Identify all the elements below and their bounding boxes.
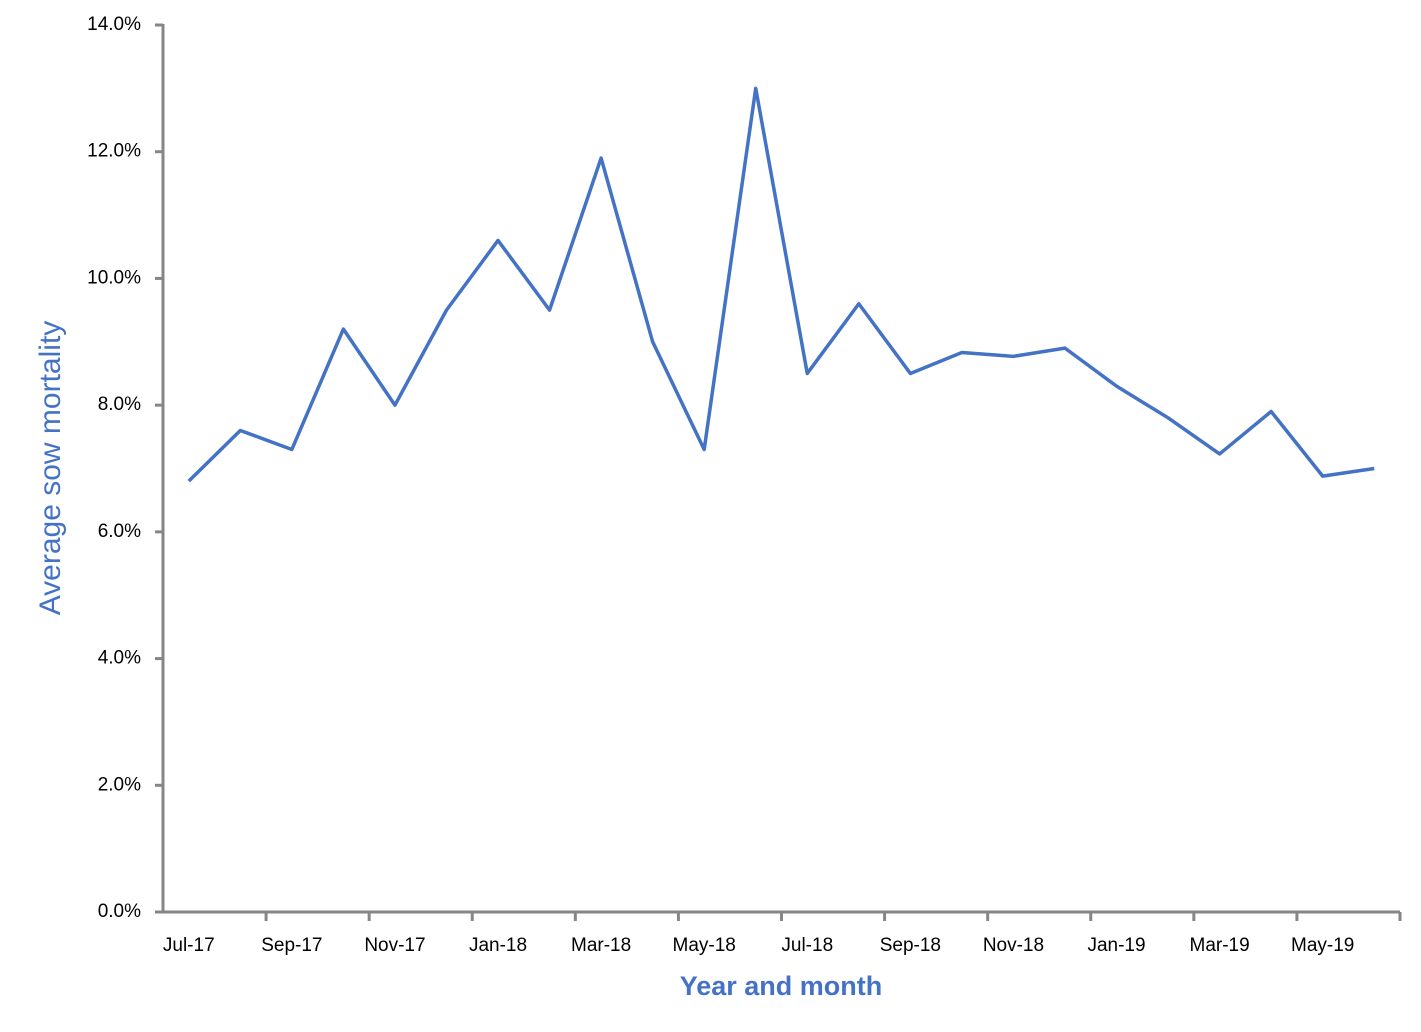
x-tick-label: Mar-18 <box>571 935 631 956</box>
y-tick-label: 6.0% <box>98 521 141 542</box>
y-axis-title: Average sow mortality <box>34 321 67 616</box>
x-tick-label: Sep-18 <box>880 935 941 956</box>
x-tick-label: May-19 <box>1291 935 1354 956</box>
x-tick-label: Mar-19 <box>1190 935 1250 956</box>
y-tick-label: 2.0% <box>98 774 141 795</box>
x-tick-label: Jan-18 <box>469 935 527 956</box>
y-tick-label: 14.0% <box>87 14 141 35</box>
y-tick-label: 0.0% <box>98 901 141 922</box>
x-tick-label: Sep-17 <box>261 935 322 956</box>
x-tick-label: Jan-19 <box>1087 935 1145 956</box>
x-tick-label: Jul-18 <box>781 935 833 956</box>
y-tick-label: 12.0% <box>87 141 141 162</box>
x-tick-label: Jul-17 <box>163 935 215 956</box>
y-tick-label: 10.0% <box>87 267 141 288</box>
y-tick-label: 4.0% <box>98 648 141 669</box>
x-tick-label: May-18 <box>673 935 736 956</box>
y-tick-label: 8.0% <box>98 394 141 415</box>
x-tick-label: Nov-17 <box>364 935 425 956</box>
x-axis-title: Year and month <box>680 971 883 1001</box>
data-line <box>187 86 1375 483</box>
x-tick-label: Nov-18 <box>983 935 1044 956</box>
